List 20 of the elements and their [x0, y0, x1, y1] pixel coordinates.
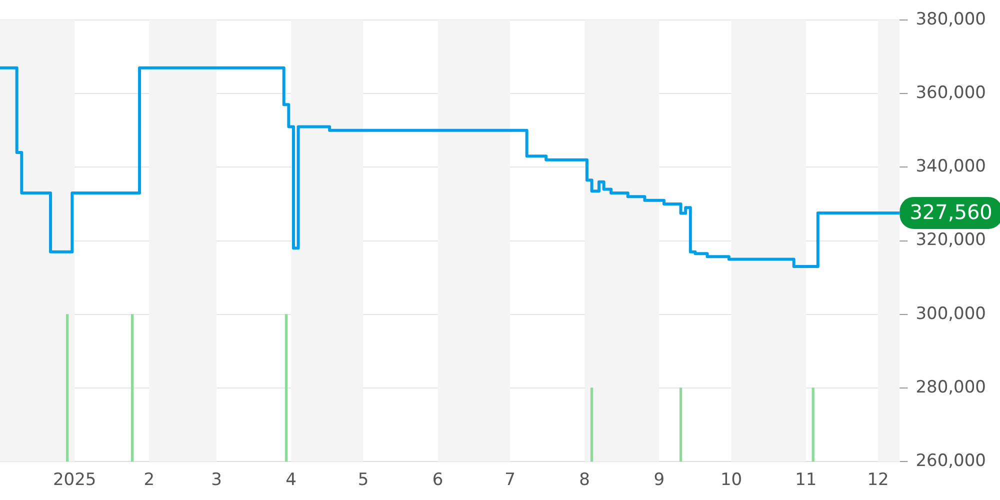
y-tick-label: 320,000: [916, 230, 986, 250]
x-tick-label: 12: [867, 470, 889, 490]
x-tick-label: 10: [720, 470, 742, 490]
x-tick-label: 2: [144, 470, 155, 490]
x-tick-label: 5: [358, 470, 369, 490]
x-tick-label: 3: [211, 470, 222, 490]
text: 327,560: [910, 200, 992, 224]
y-tick-label: 280,000: [916, 377, 986, 398]
x-tick-label: 4: [286, 470, 296, 490]
x-tick-label: 9: [654, 470, 665, 490]
x-tick-label: 11: [795, 470, 817, 490]
y-tick-label: 380,000: [916, 9, 986, 30]
y-tick-label: 300,000: [916, 304, 986, 324]
x-tick-label: 8: [579, 470, 590, 490]
x-tick-label: 7: [504, 470, 516, 490]
y-tick-label: 360,000: [916, 83, 986, 104]
y-tick-label: 340,000: [916, 156, 986, 177]
x-tick-label: 2025: [52, 470, 96, 490]
y-tick-label: 260,000: [916, 451, 986, 472]
x-tick-label: 6: [432, 470, 444, 490]
